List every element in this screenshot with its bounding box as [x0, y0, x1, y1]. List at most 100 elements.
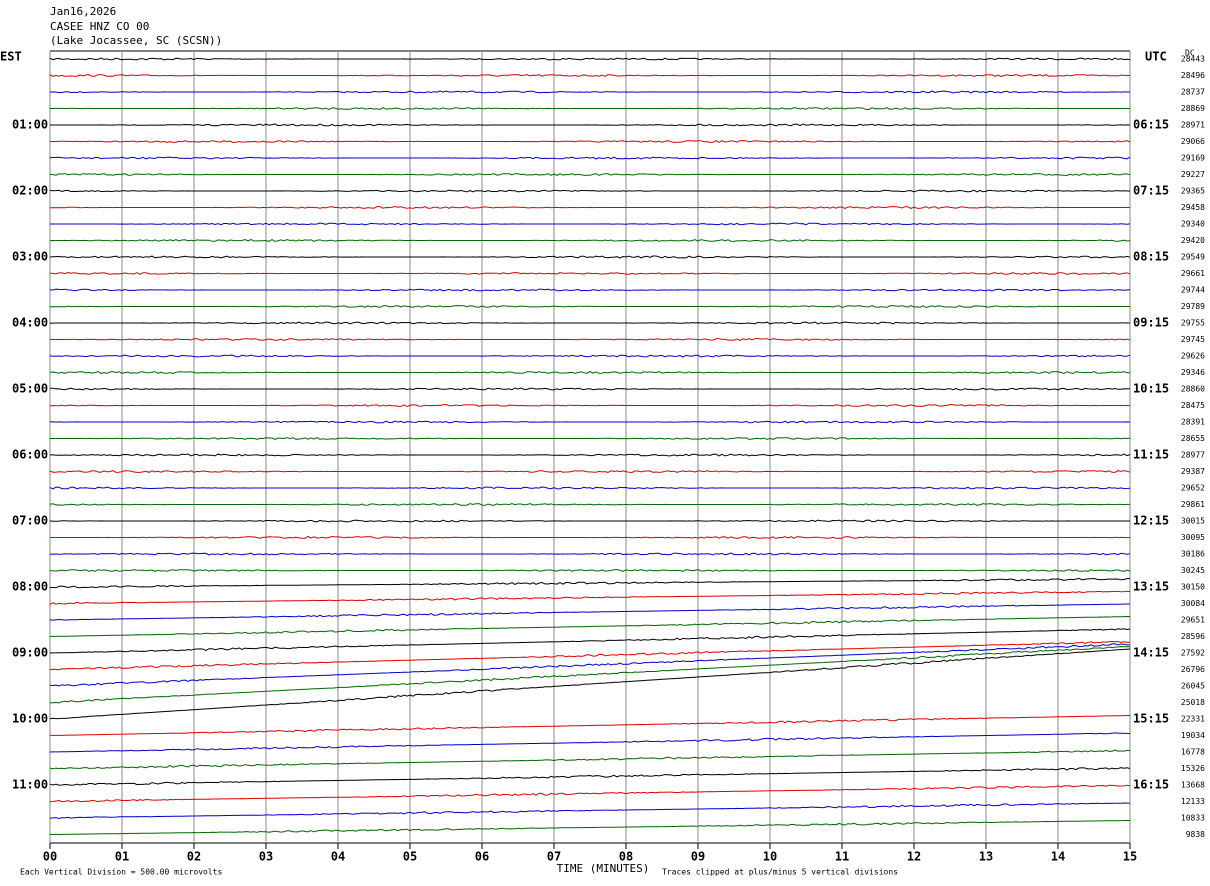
- x-tick-label: 07: [547, 850, 561, 864]
- trace: [49, 640, 1131, 671]
- x-tick-label: 05: [403, 850, 417, 864]
- utc-label: UTC: [1145, 50, 1167, 64]
- dc-value: 29789: [1181, 302, 1205, 311]
- trace: [49, 628, 1131, 654]
- trace: [49, 387, 1131, 391]
- est-hour: 07:00: [12, 514, 48, 528]
- dc-value: 30015: [1181, 517, 1205, 526]
- utc-hour: 15:15: [1133, 712, 1169, 726]
- trace: [49, 646, 1131, 704]
- x-tick-label: 02: [187, 850, 201, 864]
- dc-value: 19034: [1181, 731, 1205, 740]
- dc-value: 30084: [1181, 599, 1205, 608]
- trace: [50, 321, 1130, 325]
- trace: [49, 173, 1131, 176]
- dc-value: 29420: [1181, 236, 1205, 245]
- dc-value: 25018: [1181, 698, 1205, 707]
- dc-value: 29651: [1181, 616, 1205, 625]
- dc-value: 29661: [1181, 269, 1205, 278]
- trace: [49, 73, 1131, 78]
- dc-value: 29066: [1181, 137, 1205, 146]
- trace: [49, 288, 1131, 292]
- est-hour: 11:00: [12, 778, 48, 792]
- dc-value: 9838: [1186, 830, 1205, 839]
- x-tick-label: 08: [619, 850, 633, 864]
- dc-value: 29744: [1181, 286, 1205, 295]
- dc-value: 15326: [1181, 764, 1205, 773]
- x-tick-label: 04: [331, 850, 345, 864]
- trace: [49, 205, 1130, 209]
- trace: [49, 767, 1131, 786]
- utc-hour: 09:15: [1133, 316, 1169, 330]
- x-tick-label: 15: [1123, 850, 1137, 864]
- dc-value: 29549: [1181, 253, 1205, 262]
- dc-value: 26045: [1181, 682, 1205, 691]
- utc-hour: 07:15: [1133, 184, 1169, 198]
- est-hour: 02:00: [12, 184, 48, 198]
- dc-value: 28496: [1181, 71, 1205, 80]
- dc-value: 30245: [1181, 566, 1205, 575]
- x-tick-label: 00: [43, 850, 57, 864]
- dc-value: 30095: [1181, 533, 1205, 542]
- trace: [49, 784, 1131, 803]
- est-label: EST: [0, 50, 22, 64]
- est-hour: 09:00: [12, 646, 48, 660]
- trace: [49, 820, 1130, 836]
- trace: [49, 590, 1131, 605]
- dc-value: 10833: [1181, 814, 1205, 823]
- x-tick-label: 10: [763, 850, 777, 864]
- trace: [49, 255, 1131, 259]
- trace: [50, 535, 1131, 540]
- x-tick-label: 13: [979, 850, 993, 864]
- dc-value: 29652: [1181, 484, 1205, 493]
- x-tick-label: 01: [115, 850, 129, 864]
- dc-value: 29227: [1181, 170, 1205, 179]
- utc-hour: 10:15: [1133, 382, 1169, 396]
- utc-hour: 08:15: [1133, 250, 1169, 264]
- dc-value: 29346: [1181, 368, 1205, 377]
- trace: [49, 271, 1131, 276]
- dc-value: 28655: [1181, 434, 1205, 443]
- est-hour: 01:00: [12, 118, 48, 132]
- trace: [49, 802, 1130, 820]
- est-hour: 10:00: [12, 712, 48, 726]
- dc-value: 28860: [1181, 385, 1205, 394]
- trace: [49, 189, 1131, 193]
- est-hour: 06:00: [12, 448, 48, 462]
- dc-value: 29169: [1181, 154, 1205, 163]
- dc-value: 29626: [1181, 352, 1205, 361]
- dc-value: 29387: [1181, 467, 1205, 476]
- dc-value: 12133: [1181, 797, 1205, 806]
- dc-value: 28869: [1181, 104, 1205, 113]
- trace: [49, 305, 1130, 309]
- dc-label: DC: [1185, 49, 1195, 58]
- est-hour: 04:00: [12, 316, 48, 330]
- x-axis-title: TIME (MINUTES): [557, 862, 650, 875]
- dc-value: 29745: [1181, 335, 1205, 344]
- dc-value: 26796: [1181, 665, 1205, 674]
- dc-value: 27592: [1181, 649, 1205, 658]
- dc-value: 16778: [1181, 748, 1205, 757]
- est-hour: 08:00: [12, 580, 48, 594]
- utc-hour: 13:15: [1133, 580, 1169, 594]
- trace: [49, 453, 1131, 457]
- trace: [50, 123, 1131, 127]
- trace: [50, 577, 1131, 589]
- trace: [49, 503, 1130, 506]
- dc-value: 30186: [1181, 550, 1205, 559]
- trace: [49, 732, 1130, 753]
- est-hour: 03:00: [12, 250, 48, 264]
- dc-value: 29340: [1181, 220, 1205, 229]
- trace: [49, 749, 1131, 770]
- trace: [49, 420, 1131, 424]
- x-tick-label: 09: [691, 850, 705, 864]
- x-tick-label: 14: [1051, 850, 1065, 864]
- dc-value: 29458: [1181, 203, 1205, 212]
- trace: [50, 715, 1130, 736]
- trace: [49, 643, 1131, 687]
- location: (Lake Jocassee, SC (SCSN)): [50, 34, 222, 47]
- trace: [49, 156, 1131, 160]
- dc-value: 29755: [1181, 319, 1205, 328]
- dc-value: 28391: [1181, 418, 1205, 427]
